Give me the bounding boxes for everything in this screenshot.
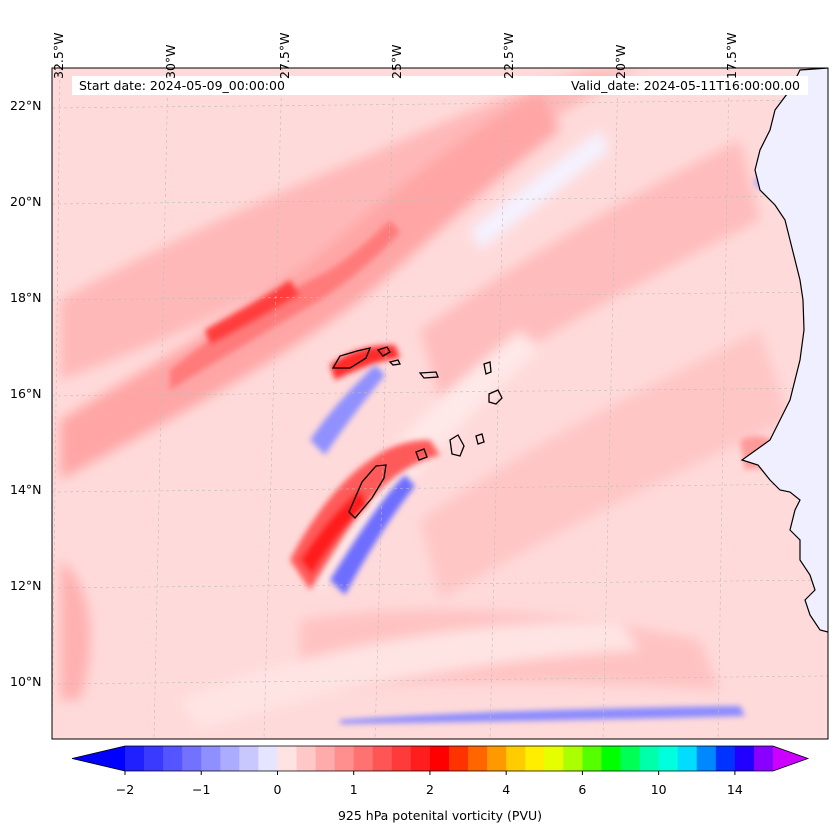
colorbar-swatch — [734, 746, 755, 771]
colorbar-swatch — [182, 746, 202, 771]
map-frame — [51, 67, 829, 740]
colorbar — [71, 745, 810, 775]
latitude-label: 22°N — [10, 98, 42, 113]
colorbar-swatch — [677, 746, 698, 771]
latitude-label: 18°N — [10, 290, 42, 305]
longitude-label: 30°W — [163, 44, 178, 79]
colorbar-swatch — [582, 746, 602, 771]
colorbar-swatch — [696, 746, 717, 771]
graticule — [52, 68, 828, 739]
colorbar-swatch — [563, 746, 583, 771]
colorbar-swatch — [620, 746, 641, 771]
colorbar-swatch — [315, 746, 336, 771]
colorbar-swatch — [334, 746, 355, 771]
colorbar-swatch — [391, 746, 412, 771]
colorbar-swatch — [220, 746, 240, 771]
colorbar-under-arrow — [72, 746, 125, 771]
pv-field — [52, 68, 828, 739]
colorbar-tick-label: 2 — [425, 782, 434, 797]
longitude-label: 27.5°W — [277, 32, 292, 79]
colorbar-over-arrow — [773, 746, 808, 771]
longitude-label: 17.5°W — [724, 32, 739, 79]
colorbar-swatch — [201, 746, 221, 771]
colorbar-swatch — [468, 746, 488, 771]
colorbar-swatch — [487, 746, 507, 771]
colorbar-swatch — [353, 746, 374, 771]
colorbar-swatch — [639, 746, 660, 771]
colorbar-swatch — [449, 746, 469, 771]
colorbar-swatch — [601, 746, 622, 771]
latitude-label: 20°N — [10, 194, 42, 209]
longitude-label: 22.5°W — [501, 32, 516, 79]
latitude-label: 12°N — [10, 578, 42, 593]
colorbar-swatch — [429, 746, 450, 771]
start-date-label: Start date: 2024-05-09_00:00:00 — [79, 78, 285, 93]
colorbar-tick-label: 14 — [726, 782, 743, 797]
longitude-label: 25°W — [389, 44, 404, 79]
colorbar-tick-label: 0 — [273, 782, 282, 797]
colorbar-swatch — [544, 746, 564, 771]
latitude-label: 10°N — [10, 674, 42, 689]
colorbar-swatch — [239, 746, 259, 771]
colorbar-swatch — [658, 746, 679, 771]
latitude-label: 16°N — [10, 386, 42, 401]
colorbar-swatch — [277, 746, 298, 771]
colorbar-tick-label: 10 — [650, 782, 667, 797]
longitude-label: 20°W — [613, 44, 628, 79]
colorbar-label: 925 hPa potenital vorticity (PVU) — [337, 808, 543, 823]
colorbar-swatch — [753, 746, 774, 771]
colorbar-tick-label: −2 — [115, 782, 135, 797]
colorbar-swatch — [163, 746, 183, 771]
cape-verde-islands — [331, 346, 503, 519]
colorbar-swatch — [144, 746, 164, 771]
colorbar-swatch — [525, 746, 545, 771]
longitude-label: 32.5°W — [51, 32, 66, 79]
colorbar-tick-label: 1 — [349, 782, 358, 797]
colorbar-swatch — [258, 746, 278, 771]
valid-date-label: Valid_date: 2024-05-11T16:00:00.00 — [570, 78, 800, 93]
colorbar-swatch — [410, 746, 431, 771]
colorbar-tick-label: −1 — [192, 782, 211, 797]
colorbar-swatch — [296, 746, 317, 771]
latitude-label: 14°N — [10, 482, 42, 497]
colorbar-swatch — [715, 746, 736, 771]
colorbar-swatch — [125, 746, 145, 771]
colorbar-swatch — [372, 746, 393, 771]
colorbar-swatch — [506, 746, 526, 771]
africa-coastline — [740, 68, 828, 633]
info-box: Start date: 2024-05-09_00:00:00 Valid_da… — [72, 76, 808, 95]
colorbar-tick-label: 4 — [502, 782, 511, 797]
colorbar-tick-label: 6 — [578, 782, 587, 797]
pv-positive-anomalies — [170, 220, 800, 590]
